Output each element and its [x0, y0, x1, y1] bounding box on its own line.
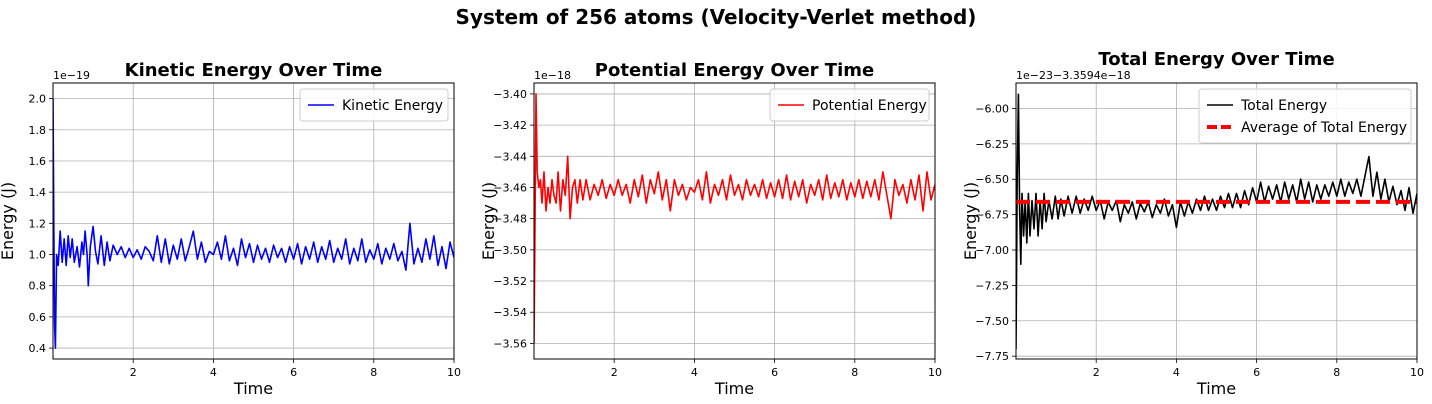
y-tick-label: −3.40	[493, 88, 527, 101]
y-tick-label: −3.46	[493, 181, 527, 194]
x-axis-label: Time	[1196, 379, 1236, 398]
legend-box	[769, 88, 930, 122]
y-tick-label: 0.6	[29, 311, 47, 324]
plot-frame	[533, 82, 936, 360]
y-tick-label: 0.8	[29, 280, 47, 293]
legend-box	[1198, 88, 1412, 144]
y-offset-text: 1e−23−3.3594e−18	[1016, 69, 1131, 82]
figure-title: System of 256 atoms (Velocity-Verlet met…	[455, 5, 977, 29]
legend-label: Average of Total Energy	[1241, 120, 1407, 136]
x-tick-label: 10	[1410, 366, 1424, 379]
legend-label: Potential Energy	[812, 98, 927, 114]
y-tick-label: −7.25	[975, 279, 1009, 292]
y-tick-label: −3.42	[493, 119, 527, 132]
legend-label: Kinetic Energy	[342, 98, 443, 114]
y-tick-label: 1.2	[29, 217, 47, 230]
y-offset-text: 1e−19	[53, 69, 90, 82]
x-tick-label: 8	[370, 366, 377, 379]
x-tick-label: 4	[210, 366, 217, 379]
y-tick-label: 1.6	[29, 155, 47, 168]
y-tick-label: −3.56	[493, 337, 527, 350]
y-tick-label: −7.50	[975, 315, 1009, 328]
x-tick-label: 4	[1173, 366, 1180, 379]
legend: Total Energy Average of Total Energy	[1198, 88, 1412, 144]
series-line-1	[1016, 93, 1417, 350]
y-tick-label: 2.0	[29, 93, 47, 106]
series-line-1	[53, 98, 454, 349]
x-tick-label: 8	[851, 366, 858, 379]
y-axis-label: Energy (J)	[479, 182, 498, 260]
x-tick-label: 6	[771, 366, 778, 379]
y-tick-label: −3.48	[493, 213, 527, 226]
legend-label: Total Energy	[1240, 98, 1327, 114]
x-tick-label: 8	[1333, 366, 1340, 379]
series-line-1	[534, 93, 935, 344]
y-offset-text: 1e−18	[534, 69, 571, 82]
legend: Potential Energy	[769, 88, 930, 122]
chart-panel-1: 2 4 6 8 10 0.4 0.6 0.8 1.0 1.2 1.4 1.6 1.8 2.0 1e−19 Ki…	[0, 60, 461, 398]
legend: Kinetic Energy	[299, 88, 449, 122]
y-tick-label: −6.00	[975, 102, 1009, 115]
plot-frame	[1015, 82, 1418, 360]
panel-title: Total Energy Over Time	[1098, 49, 1334, 70]
y-tick-label: 1.0	[29, 249, 47, 262]
y-tick-label: −3.44	[493, 150, 527, 163]
y-axis-label: Energy (J)	[961, 182, 980, 260]
chart-panel-2: 2 4 6 8 10 −3.56 −3.54 −3.52 −3.50 −3.48 −3.46 −3.4…	[479, 60, 942, 398]
y-tick-label: −6.75	[975, 209, 1009, 222]
y-tick-label: −3.50	[493, 244, 527, 257]
x-tick-label: 6	[290, 366, 297, 379]
panel-title: Kinetic Energy Over Time	[125, 60, 383, 81]
legend-box	[299, 88, 449, 122]
y-tick-label: −3.54	[493, 306, 527, 319]
y-axis-label: Energy (J)	[0, 182, 17, 260]
y-tick-label: −3.52	[493, 275, 527, 288]
x-tick-label: 10	[928, 366, 942, 379]
y-tick-label: 1.4	[29, 186, 47, 199]
y-tick-label: 1.8	[29, 124, 47, 137]
x-tick-label: 2	[1093, 366, 1100, 379]
x-tick-label: 6	[1253, 366, 1260, 379]
x-tick-label: 10	[447, 366, 461, 379]
plot-frame	[52, 82, 455, 360]
chart-panel-3: 2 4 6 8 10 −7.75 −7.50 −7.25 −7.00 −6.75 −6.50 −6.2…	[961, 49, 1424, 398]
x-tick-label: 4	[691, 366, 698, 379]
y-tick-label: −7.75	[975, 350, 1009, 363]
panel-title: Potential Energy Over Time	[595, 60, 874, 81]
x-tick-label: 2	[130, 366, 137, 379]
y-tick-label: −6.25	[975, 138, 1009, 151]
x-axis-label: Time	[233, 379, 273, 398]
y-tick-label: −6.50	[975, 173, 1009, 186]
y-tick-label: 0.4	[29, 342, 47, 355]
y-tick-label: −7.00	[975, 244, 1009, 257]
x-tick-label: 2	[611, 366, 618, 379]
x-axis-label: Time	[714, 379, 754, 398]
